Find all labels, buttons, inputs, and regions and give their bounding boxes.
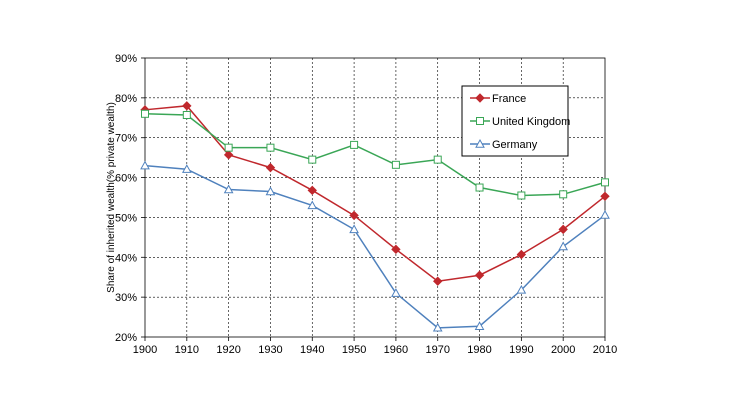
x-tick-label: 1990 [509, 344, 533, 356]
data-point [307, 200, 318, 210]
data-point [308, 155, 317, 164]
x-tick-label: 1940 [300, 344, 324, 356]
data-point [474, 321, 485, 330]
y-tick-label: 30% [115, 292, 137, 304]
data-point [475, 138, 485, 148]
data-point [350, 140, 359, 149]
data-point [600, 210, 610, 219]
data-point [349, 210, 359, 221]
legend: France United Kingdom Germany [461, 85, 570, 157]
data-point [517, 191, 526, 200]
data-point [558, 241, 569, 251]
data-point [181, 164, 192, 173]
series-united-kingdom [141, 109, 609, 200]
y-tick-label: 60% [115, 173, 137, 185]
data-point [558, 224, 568, 235]
data-point [224, 143, 233, 152]
data-point [433, 155, 442, 164]
data-point [223, 184, 234, 194]
data-point [601, 178, 609, 187]
data-point [182, 110, 191, 119]
x-tick-label: 1900 [133, 344, 157, 356]
y-tick-label: 40% [115, 252, 137, 264]
data-point [516, 249, 527, 260]
data-point [349, 224, 359, 234]
x-tick-label: 2010 [593, 344, 617, 356]
y-axis-label: Share of inherited wealth(% private weal… [106, 102, 117, 293]
data-point [182, 101, 192, 111]
legend-item-france: France [470, 93, 526, 105]
data-point [140, 160, 150, 170]
legend-label: France [492, 93, 526, 105]
legend-item-united-kingdom: United Kingdom [470, 116, 570, 128]
data-point [432, 322, 443, 332]
y-tick-label: 20% [115, 332, 137, 344]
data-point [475, 183, 484, 192]
data-point [433, 276, 443, 286]
data-point [475, 93, 485, 103]
data-point [223, 150, 234, 160]
data-point [391, 160, 400, 169]
series-line [144, 105, 606, 282]
data-point [600, 191, 610, 202]
x-tick-label: 1950 [342, 344, 366, 356]
y-tick-label: 90% [115, 53, 137, 65]
data-point [476, 117, 484, 125]
x-tick-label: 1910 [175, 344, 199, 356]
legend-item-germany: Germany [470, 138, 538, 151]
data-point [474, 270, 485, 280]
data-point [265, 162, 276, 173]
y-tick-label: 80% [115, 93, 137, 105]
series-line [144, 164, 606, 329]
legend-label: Germany [492, 139, 538, 151]
data-point [559, 190, 568, 199]
data-point [516, 284, 527, 294]
series-germany [140, 160, 610, 332]
data-series [140, 101, 610, 332]
x-tick-label: 1980 [467, 344, 491, 356]
y-tick-label: 50% [115, 212, 137, 224]
data-point [391, 244, 401, 255]
y-tick-label: 70% [115, 133, 137, 145]
x-tick-label: 1920 [216, 344, 240, 356]
x-tick-label: 1960 [384, 344, 408, 356]
grid-lines [145, 58, 605, 337]
x-tick-label: 2000 [551, 344, 575, 356]
data-point [266, 143, 275, 152]
series-line [144, 113, 606, 197]
legend-label: United Kingdom [492, 116, 570, 128]
data-point [391, 288, 401, 297]
data-point [141, 109, 149, 118]
x-tick-label: 1970 [425, 344, 449, 356]
y-axis-ticks: 20% 30% 40% 50% 60% 70% 80% 90% [115, 53, 145, 344]
data-point [265, 186, 276, 196]
series-france [140, 101, 610, 286]
x-axis-ticks: 1900 1910 1920 1930 1940 1950 1960 1970 1980 1990… [133, 337, 617, 356]
data-point [307, 185, 317, 196]
x-tick-label: 1930 [258, 344, 282, 356]
